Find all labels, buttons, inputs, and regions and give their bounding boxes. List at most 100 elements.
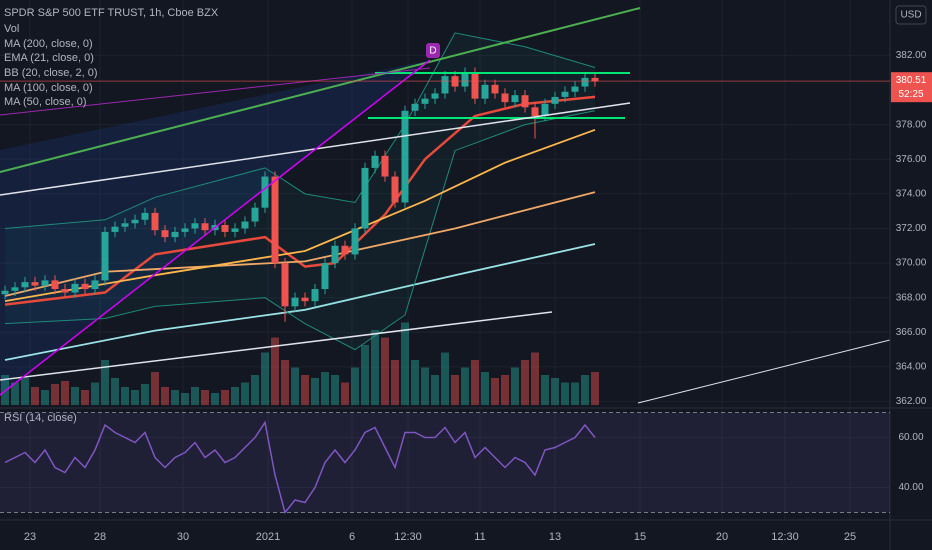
trend-line	[0, 7, 641, 173]
candle-body	[491, 84, 499, 94]
x-tick-label: 12:30	[771, 531, 799, 543]
candle-body	[11, 287, 19, 291]
volume-bar	[261, 352, 269, 405]
volume-bar	[11, 382, 19, 405]
legend-entry: BB (20, close, 2, 0)	[4, 67, 98, 79]
candle-body	[441, 76, 449, 94]
candle-body	[101, 231, 109, 281]
candle-body	[51, 280, 59, 290]
x-tick-label: 2021	[256, 531, 280, 543]
candle-body	[241, 221, 249, 229]
bollinger-band	[4, 110, 596, 351]
volume-bar	[1, 375, 9, 405]
legend-entry: EMA (21, close, 0)	[4, 52, 94, 64]
candle-body	[31, 282, 39, 286]
volume-bar	[91, 382, 99, 405]
legend-entry: Vol	[4, 23, 19, 35]
volume-bar	[111, 378, 119, 405]
volume-bar	[571, 382, 579, 405]
volume-bar	[71, 387, 79, 405]
volume-bar	[331, 375, 339, 405]
candle-body	[261, 176, 269, 208]
candle-body	[541, 103, 549, 116]
candle-body	[231, 228, 239, 232]
candle-body	[411, 103, 419, 111]
y-tick-label: 376.00	[896, 154, 927, 165]
grid	[0, 0, 890, 520]
last-price-box	[891, 72, 932, 103]
volume-bar	[581, 375, 589, 405]
y-tick-label: 374.00	[896, 188, 927, 199]
x-tick-label: 11	[474, 531, 485, 543]
volume-bar	[591, 372, 599, 405]
candle-body	[161, 230, 169, 238]
candle-body	[191, 223, 199, 229]
bollinger-band	[4, 32, 596, 229]
candle-body	[111, 226, 119, 232]
volume-bar	[521, 360, 529, 405]
y-tick-label: 382.00	[896, 50, 927, 61]
currency-box[interactable]	[895, 5, 927, 25]
volume-bar	[381, 337, 389, 405]
volume-bar	[561, 382, 569, 405]
candle-body	[391, 176, 399, 203]
event-marker-label: D	[429, 46, 436, 57]
candle-body	[511, 95, 519, 103]
volume-bar	[421, 367, 429, 405]
candle-body	[301, 297, 309, 302]
candle-body	[401, 110, 409, 203]
volume-bar	[31, 387, 39, 405]
volume-bar	[281, 360, 289, 405]
volume-bar	[271, 337, 279, 405]
volume-bar	[251, 375, 259, 405]
candle-body	[71, 283, 79, 293]
candle-body	[221, 225, 229, 232]
candle-body	[141, 212, 149, 220]
candle-body	[281, 263, 289, 307]
x-tick-label: 20	[716, 531, 728, 543]
volume-bar	[121, 387, 129, 405]
candle-body	[471, 72, 479, 99]
x-tick-label: 15	[634, 531, 646, 543]
volume-bar	[491, 378, 499, 405]
volume-bar	[401, 322, 409, 405]
rsi-band	[0, 412, 890, 513]
volume-bar	[231, 387, 239, 405]
volume-bar	[211, 393, 219, 405]
volume-bar	[101, 360, 109, 405]
volume-bar	[321, 372, 329, 405]
x-tick-label: 12:30	[394, 531, 422, 543]
candle-body	[271, 176, 279, 264]
legend-entry: MA (50, close, 0)	[4, 96, 87, 108]
volume-bar	[441, 352, 449, 405]
volume-bar	[301, 375, 309, 405]
candle-body	[341, 245, 349, 255]
y-tick-label: 372.00	[896, 223, 927, 234]
trend-line	[0, 311, 553, 381]
x-tick-label: 30	[177, 531, 189, 543]
volume-bar	[501, 375, 509, 405]
currency[interactable]: USD	[900, 10, 921, 21]
trend-line	[0, 59, 431, 396]
candle-body	[521, 95, 529, 108]
candle-body	[421, 98, 429, 104]
volume-bar	[341, 382, 349, 405]
rsi-tick-label: 40.00	[898, 482, 923, 493]
volume-bar	[51, 384, 59, 405]
volume-bar	[61, 381, 69, 405]
volume-bar	[351, 367, 359, 405]
y-tick-label: 364.00	[896, 362, 927, 373]
drawings: D	[0, 7, 891, 404]
legend-title: SPDR S&P 500 ETF TRUST, 1h, Cboe BZX	[4, 7, 219, 19]
candle-body	[81, 283, 89, 290]
volume-bar	[461, 367, 469, 405]
y-tick-label: 368.00	[896, 292, 927, 303]
countdown-label: 52:25	[898, 89, 923, 100]
legend: SPDR S&P 500 ETF TRUST, 1h, Cboe BZX Vol…	[4, 7, 219, 108]
candle-body	[291, 297, 299, 307]
candle-body	[591, 77, 599, 82]
candle-body	[311, 289, 319, 302]
x-tick-label: 23	[24, 531, 36, 543]
